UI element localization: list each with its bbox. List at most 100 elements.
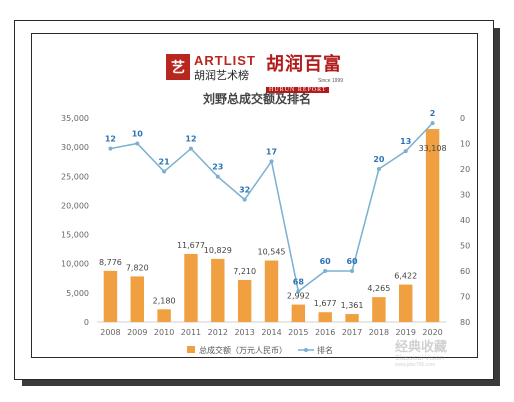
legend-bar-swatch — [187, 346, 195, 353]
bar-data-label: 2,992 — [287, 292, 310, 301]
hurun-logo-en: HURUN REPORT — [266, 87, 330, 93]
left-axis-tick-label: 5,000 — [66, 289, 89, 298]
chart-title: 刘野总成交额及排名 — [202, 92, 311, 106]
left-axis-tick-label: 30,000 — [61, 143, 89, 152]
left-axis-tick-label: 15,000 — [61, 231, 89, 240]
rank-data-label: 13 — [400, 137, 411, 146]
rank-data-label: 21 — [159, 158, 171, 167]
artlist-logo-en: ARTLIST — [194, 53, 256, 68]
bar-data-label: 6,422 — [394, 272, 417, 281]
rank-point — [350, 269, 355, 273]
bar — [237, 279, 252, 322]
bar-data-label: 7,820 — [126, 263, 149, 272]
bar-data-label: 2,180 — [153, 296, 176, 305]
hurun-logo: 胡润百富 HURUN REPORT Since 1999 — [266, 50, 352, 93]
right-axis-tick-label: 60 — [460, 267, 470, 276]
watermark: 经典收藏 Classical Vision www.jdsc766.com — [395, 336, 475, 368]
rank-point — [242, 197, 247, 202]
bar-data-label: 11,677 — [177, 241, 205, 250]
left-axis-tick-label: 0 — [84, 318, 89, 327]
rank-data-label: 68 — [293, 277, 305, 286]
watermark-en: Classical Vision — [395, 355, 444, 362]
bar — [291, 304, 306, 322]
rank-point — [135, 141, 140, 146]
image-card — [14, 20, 494, 380]
watermark-cn: 经典收藏 — [395, 340, 448, 355]
bar — [345, 314, 359, 322]
bar-data-label: 1,677 — [314, 299, 337, 308]
x-tick-label: 2010 — [154, 328, 174, 337]
rank-data-label: 60 — [346, 257, 358, 266]
rank-point — [108, 146, 113, 151]
bar — [399, 284, 413, 322]
right-axis-tick-label: 30 — [460, 191, 470, 200]
rank-data-label: 17 — [266, 147, 277, 156]
x-tick-label: 2018 — [369, 328, 389, 337]
x-tick-label: 2014 — [261, 328, 281, 337]
bar — [372, 297, 386, 322]
rank-point — [162, 169, 167, 174]
x-tick-label: 2017 — [342, 328, 362, 337]
rank-data-label: 12 — [105, 135, 116, 144]
rank-data-label: 20 — [373, 155, 385, 164]
hurun-logo-since: Since 1999 — [318, 78, 344, 84]
bar — [157, 309, 171, 322]
bar-data-label: 7,210 — [233, 267, 256, 276]
artlist-logo-cn: 胡润艺术榜 — [194, 69, 249, 82]
bar-data-label: 1,361 — [341, 301, 364, 310]
bar — [130, 276, 144, 322]
x-tick-label: 2011 — [181, 328, 201, 337]
bar — [318, 312, 332, 322]
bar — [425, 129, 440, 322]
bar-data-label: 10,545 — [258, 248, 286, 257]
x-tick-label: 2013 — [234, 328, 254, 337]
left-axis-tick-label: 10,000 — [61, 260, 89, 269]
x-tick-label: 2020 — [422, 328, 442, 337]
rank-point — [403, 149, 408, 154]
right-axis-tick-label: 70 — [460, 293, 470, 302]
chart-frame — [31, 33, 478, 358]
artlist-seal-icon: 艺 — [166, 54, 190, 80]
rank-data-label: 32 — [239, 186, 250, 195]
rank-data-label: 60 — [320, 257, 332, 266]
bar — [184, 253, 198, 322]
right-axis-tick-label: 40 — [460, 216, 470, 225]
legend-bar-label: 总成交额（万元人民币） — [199, 345, 287, 355]
x-tick-label: 2019 — [396, 328, 416, 337]
rank-data-label: 12 — [185, 135, 196, 144]
right-axis-tick-label: 80 — [460, 318, 470, 327]
bar-data-label: 8,776 — [99, 258, 122, 267]
legend-line-marker — [304, 348, 308, 352]
bar — [211, 258, 225, 322]
right-axis-tick-label: 50 — [460, 242, 470, 251]
right-axis-tick-label: 20 — [460, 165, 470, 174]
x-tick-label: 2008 — [100, 328, 120, 337]
legend-line-label: 排名 — [317, 345, 333, 355]
bar-data-label: 33,108 — [419, 144, 447, 153]
left-axis-tick-label: 35,000 — [61, 114, 89, 123]
left-axis-tick-label: 25,000 — [61, 172, 89, 181]
rank-point — [296, 289, 301, 294]
rank-data-label: 2 — [430, 109, 436, 118]
right-axis-tick-label: 10 — [460, 140, 470, 149]
artlist-logo: 艺 ARTLIST 胡润艺术榜 — [166, 54, 256, 84]
watermark-url: www.jdsc766.com — [395, 362, 436, 368]
rank-point — [430, 121, 435, 126]
rank-point — [376, 167, 381, 171]
rank-data-label: 23 — [212, 163, 223, 172]
rank-point — [269, 159, 274, 164]
bar — [264, 260, 279, 322]
rank-point — [188, 146, 193, 151]
left-axis-tick-label: 20,000 — [61, 201, 89, 210]
x-tick-label: 2016 — [315, 328, 335, 337]
rank-data-label: 10 — [132, 130, 144, 139]
rank-point — [323, 269, 328, 273]
bar-data-label: 4,265 — [367, 284, 390, 293]
bar-data-label: 10,829 — [204, 246, 232, 255]
x-tick-label: 2012 — [208, 328, 228, 337]
x-tick-label: 2009 — [127, 328, 147, 337]
hurun-logo-cn: 胡润百富 — [266, 54, 342, 75]
x-tick-label: 2015 — [288, 328, 308, 337]
bar — [103, 270, 118, 322]
